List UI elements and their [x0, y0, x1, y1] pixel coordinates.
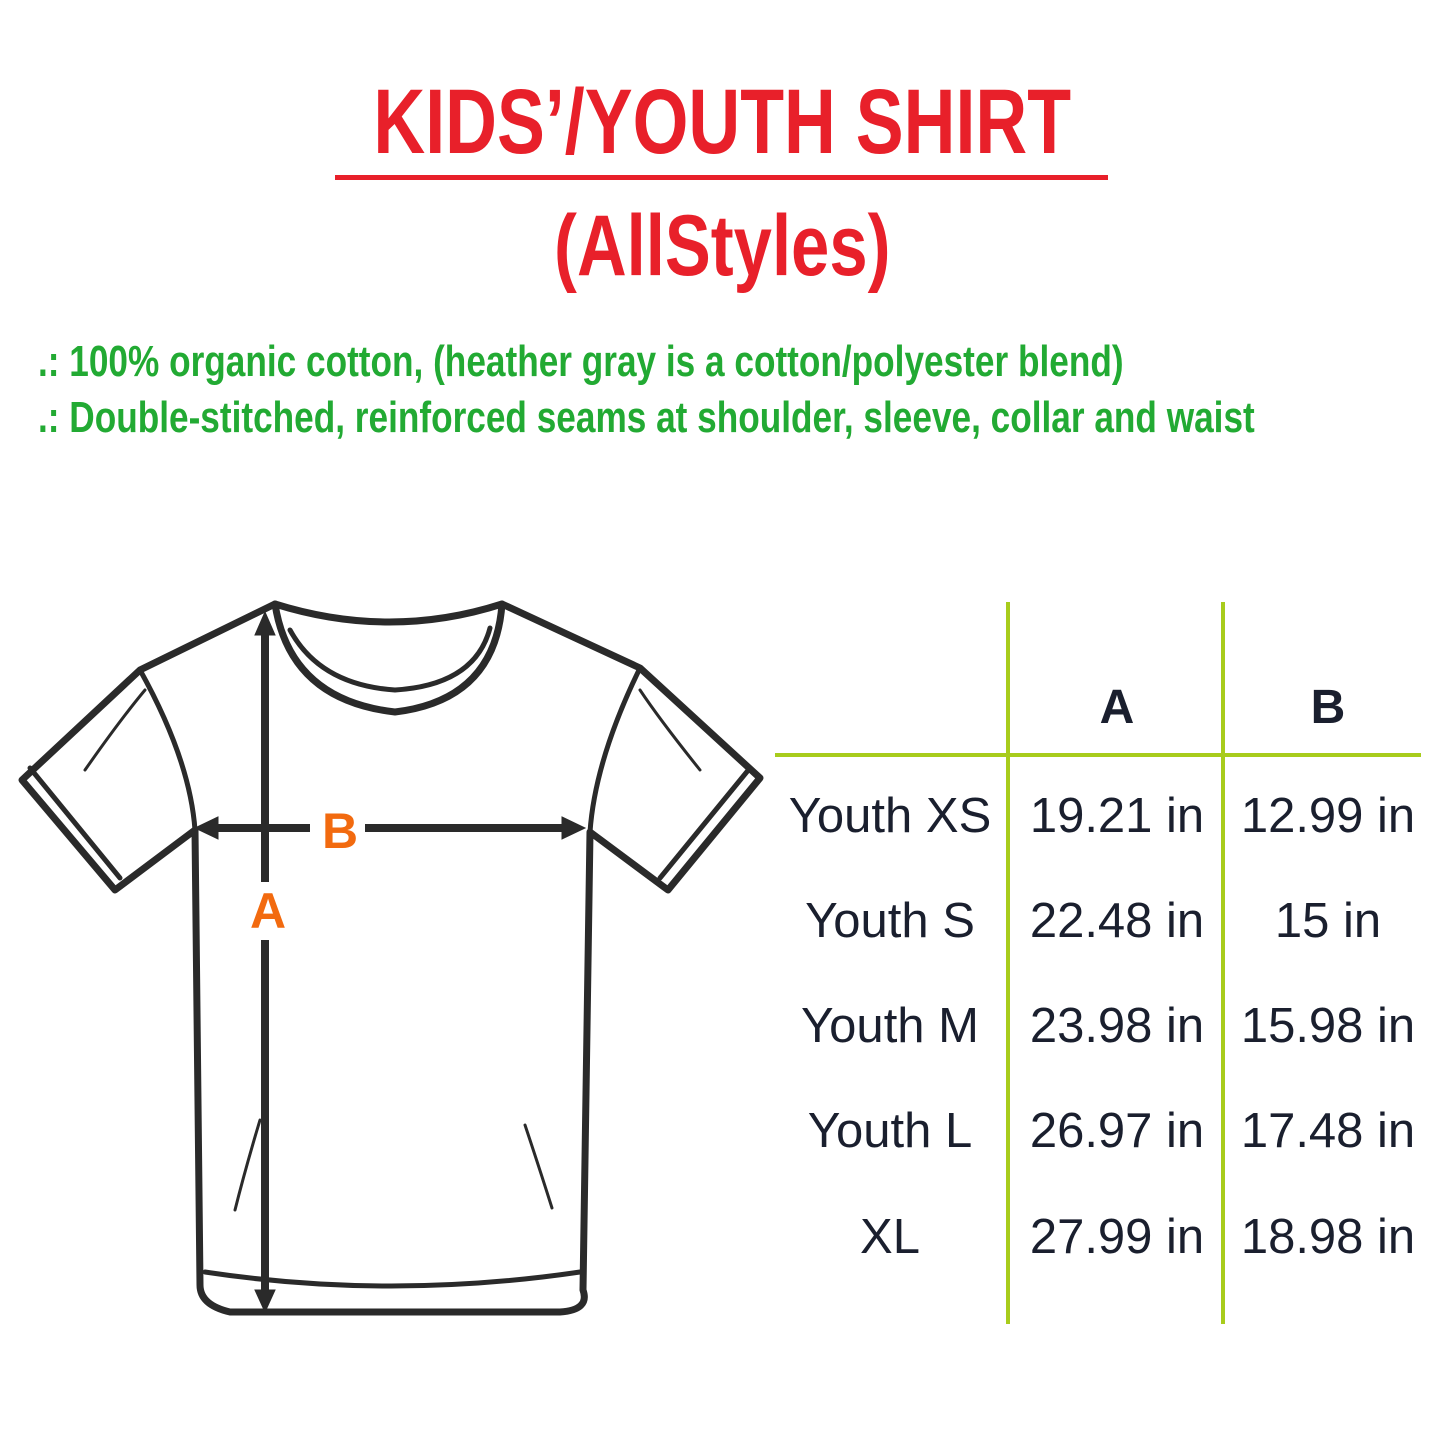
table-header-divider — [775, 753, 1421, 757]
table-divider — [1221, 602, 1225, 1324]
feature-item: .: 100% organic cotton, (heather gray is… — [38, 337, 1124, 386]
measure-a-label: A — [250, 882, 287, 940]
measurement-b: 15.98 in — [1240, 999, 1416, 1053]
size-label: XL — [860, 1210, 920, 1264]
size-label: Youth L — [807, 1104, 973, 1158]
measurement-a: 26.97 in — [1029, 1104, 1205, 1158]
column-header-b: B — [1310, 681, 1346, 734]
feature-item: .: Double-stitched, reinforced seams at … — [38, 393, 1255, 442]
title-underline — [335, 175, 1108, 180]
measurement-a: 22.48 in — [1029, 894, 1205, 948]
measurement-b: 15 in — [1274, 894, 1382, 948]
size-label: Youth XS — [788, 789, 992, 843]
page-title: KIDS’/YOUTH SHIRT — [373, 71, 1072, 173]
table-divider — [1006, 602, 1010, 1324]
measurement-b: 12.99 in — [1240, 789, 1416, 843]
measurement-b: 17.48 in — [1240, 1104, 1416, 1158]
page-subtitle: (AllStyles) — [554, 198, 891, 294]
measurement-a: 27.99 in — [1029, 1210, 1205, 1264]
size-label: Youth M — [801, 999, 979, 1053]
column-header-a: A — [1099, 681, 1135, 734]
measurement-b: 18.98 in — [1240, 1210, 1416, 1264]
t-shirt-icon — [18, 600, 764, 1316]
size-label: Youth S — [805, 894, 975, 948]
measurement-a: 19.21 in — [1029, 789, 1205, 843]
measurement-a: 23.98 in — [1029, 999, 1205, 1053]
measure-b-label: B — [322, 803, 359, 859]
